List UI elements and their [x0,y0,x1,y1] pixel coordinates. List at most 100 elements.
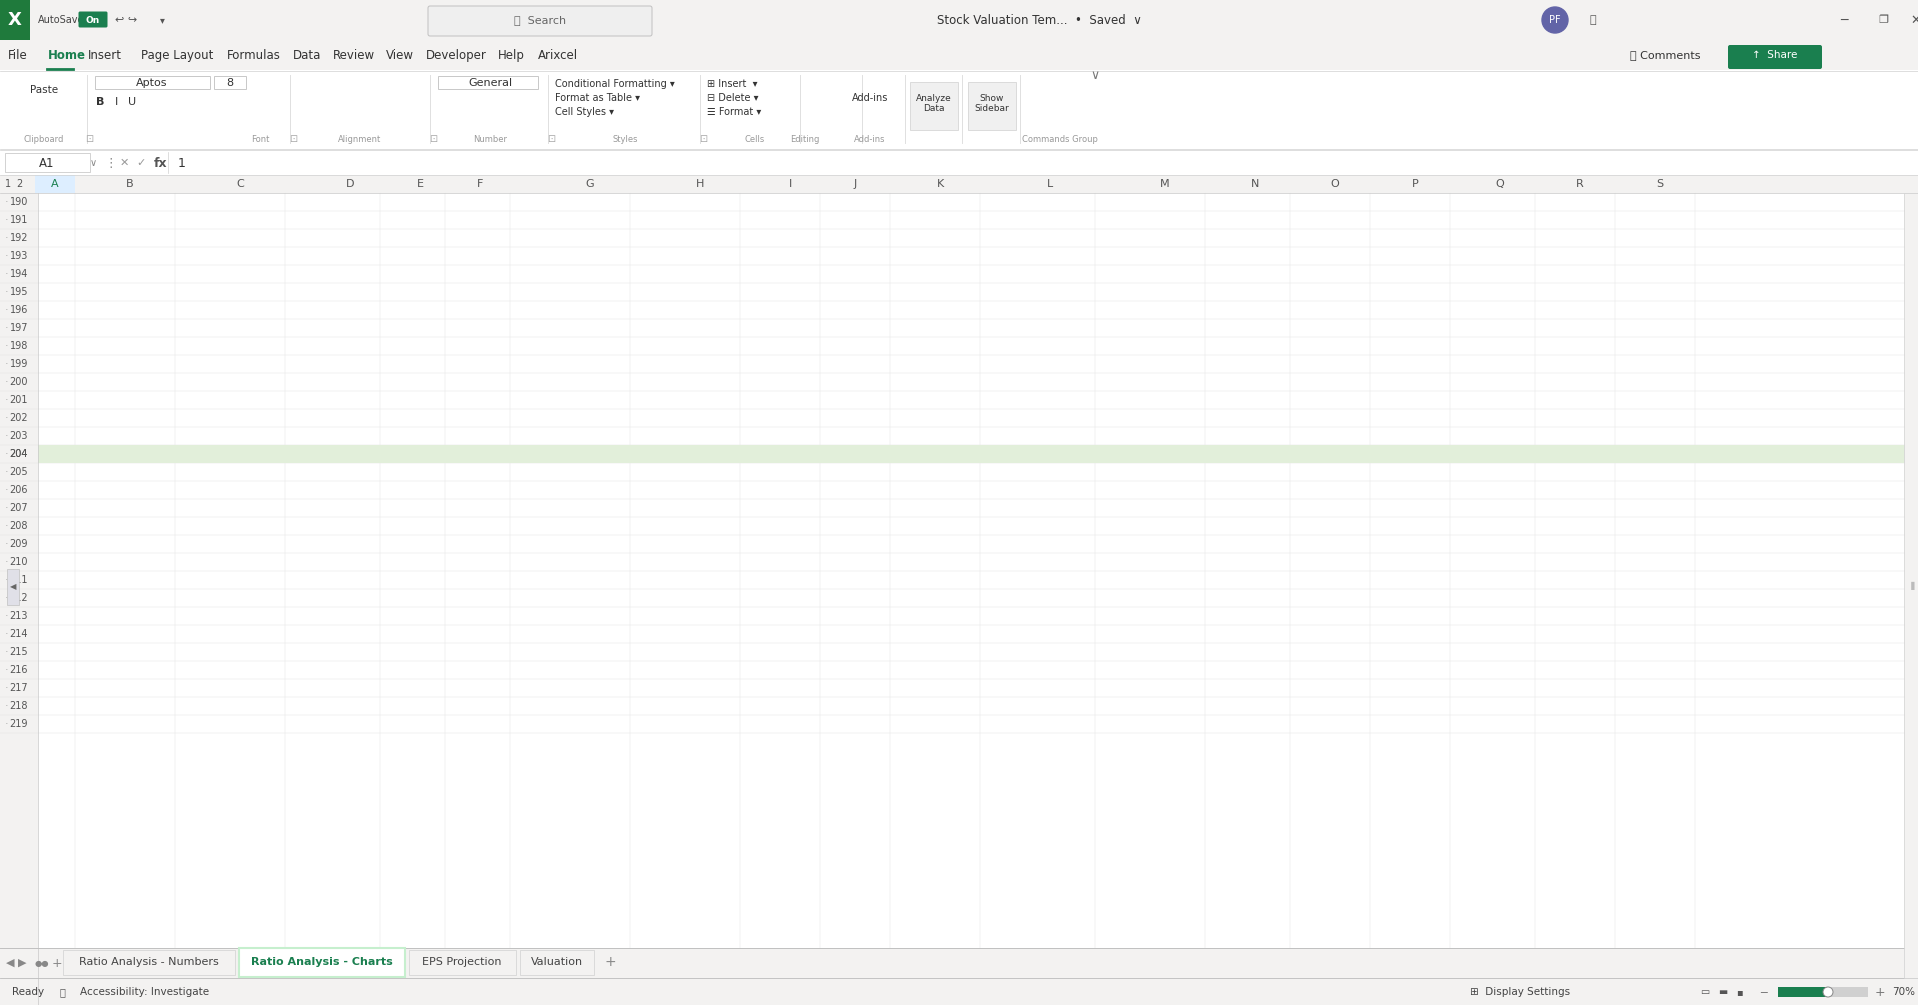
Legend: Revenue Growth YoY: Revenue Growth YoY [35,366,134,381]
Text: ·: · [6,575,8,585]
Text: Paste: Paste [31,85,58,95]
Text: -0.27: -0.27 [274,285,295,294]
Text: ·: · [6,449,8,459]
Bar [821,175,890,193]
Bar [0,978,1918,1005]
Text: 196: 196 [10,305,29,315]
Text: 8.7%: 8.7% [313,484,332,493]
FancyBboxPatch shape [428,6,652,36]
Text: ─: ─ [1839,13,1847,26]
Bar [0,948,1918,978]
Text: 0.04: 0.04 [781,221,798,230]
Bar [909,82,957,130]
Bar [1778,987,1828,997]
Text: ↑  Share: ↑ Share [1753,50,1797,60]
Text: ▬: ▬ [1719,987,1728,997]
Text: ◀: ◀ [10,583,15,592]
Text: ·: · [6,377,8,387]
Text: 4.8%: 4.8% [244,499,263,509]
Bar [1005,175,1095,193]
Text: ▪: ▪ [1736,987,1743,997]
Text: ·: · [6,323,8,333]
Bar [660,175,740,193]
Bar [334,205,361,275]
Text: 1: 1 [178,157,186,170]
Text: J: J [854,179,857,189]
Text: ·: · [6,251,8,261]
Bar [409,950,516,975]
Text: 0.04: 0.04 [888,221,905,230]
Text: 206: 206 [10,485,29,495]
Text: Styles: Styles [612,135,639,144]
Bar [38,445,1918,463]
Text: Stock Valuation Tem...  •  Saved  ∨: Stock Valuation Tem... • Saved ∨ [936,13,1141,26]
Text: 0.04: 0.04 [447,211,464,220]
Text: ·: · [6,611,8,621]
Text: 91.5%: 91.5% [777,363,802,372]
Text: +: + [1876,986,1885,999]
Text: -46.6%: -46.6% [838,537,865,546]
Bar [1220,175,1291,193]
Circle shape [1542,7,1569,33]
Bar [270,205,299,283]
Text: ⊟ Delete ▾: ⊟ Delete ▾ [708,93,758,103]
Text: Alignment: Alignment [338,135,382,144]
Bar [8,569,19,605]
Text: Formulas: Formulas [226,48,280,61]
Text: Sidebar: Sidebar [974,104,1009,113]
Bar [550,175,629,193]
FancyBboxPatch shape [1728,45,1822,69]
Legend: Long Term Debt / Total Assets: Long Term Debt / Total Assets [501,326,633,341]
Text: 0.02: 0.02 [671,277,689,286]
Text: Cells: Cells [744,135,765,144]
Text: I: I [115,97,117,107]
Text: ·: · [6,197,8,207]
Text: 192: 192 [10,233,29,243]
Text: Data: Data [293,48,320,61]
FancyBboxPatch shape [437,76,539,89]
Text: +: + [52,957,63,970]
Text: -21.1%: -21.1% [549,518,573,527]
Text: ·: · [6,502,8,513]
Text: Net Income Growth YoY: Net Income Growth YoY [430,351,558,361]
Text: 218: 218 [10,701,29,711]
Text: View: View [386,48,414,61]
Text: ☰ Format ▾: ☰ Format ▾ [708,107,761,117]
Text: 214: 214 [10,629,29,639]
Text: Editing: Editing [790,135,819,144]
Text: ─: ─ [1761,987,1766,997]
Text: Ratio Analysis - Numbers: Ratio Analysis - Numbers [79,957,219,967]
Text: ✓: ✓ [136,158,146,168]
Text: N: N [1251,179,1260,189]
Text: Font: Font [251,135,269,144]
Text: EPS Projection: EPS Projection [422,957,503,967]
Text: 88.8%: 88.8% [483,366,506,375]
Text: C: C [236,179,244,189]
Bar [196,175,286,193]
Text: Clipboard: Clipboard [23,135,63,144]
Text: EPS Growth YoY: EPS Growth YoY [746,351,832,361]
Bar [760,175,821,193]
FancyBboxPatch shape [6,153,90,172]
Text: 1: 1 [6,179,12,189]
Text: Format as Table ▾: Format as Table ▾ [554,93,641,103]
Bar [391,284,414,345]
Text: A1: A1 [38,157,56,170]
Text: 216: 216 [10,665,29,675]
Bar [549,223,572,345]
Text: R: R [1577,179,1584,189]
Text: 195: 195 [10,287,29,297]
Circle shape [1822,987,1834,997]
Text: 0.04: 0.04 [499,211,516,220]
Bar [1300,175,1369,193]
Bar [0,70,1918,150]
Text: 🔍: 🔍 [59,987,65,997]
FancyBboxPatch shape [79,11,107,27]
Text: ⊡: ⊡ [430,134,437,144]
Bar [240,948,405,977]
Text: 0.04: 0.04 [834,221,852,230]
Text: 204: 204 [10,449,29,459]
Text: 0.0%: 0.0% [35,517,54,526]
Text: fx: fx [153,157,167,170]
Text: Cell Styles ▾: Cell Styles ▾ [554,107,614,117]
